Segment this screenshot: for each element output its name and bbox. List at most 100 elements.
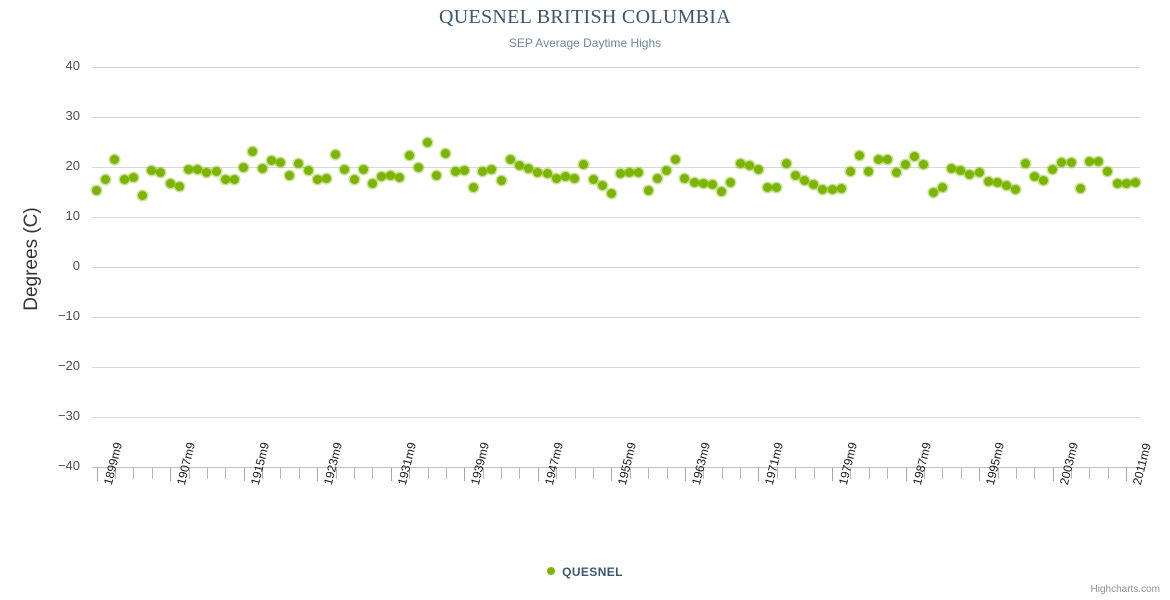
data-point[interactable] [110,155,120,164]
data-point[interactable] [312,175,322,184]
data-point[interactable] [340,164,350,174]
data-point[interactable] [809,180,819,189]
data-point[interactable] [358,165,368,174]
data-point[interactable] [1038,175,1048,185]
data-point[interactable] [184,164,194,174]
data-point[interactable] [551,173,561,183]
data-point[interactable] [1020,158,1030,168]
data-point[interactable] [138,191,148,200]
data-point[interactable] [993,177,1002,187]
data-point[interactable] [717,186,727,196]
data-point[interactable] [579,160,589,169]
data-point[interactable] [165,179,175,188]
data-point[interactable] [248,147,258,156]
highcharts-credits[interactable]: Highcharts.com [1090,584,1160,595]
data-point[interactable] [799,176,809,185]
data-point[interactable] [1066,158,1076,167]
data-point[interactable] [974,168,984,177]
data-point[interactable] [919,159,929,169]
data-point[interactable] [193,165,203,174]
data-point[interactable] [202,168,212,177]
data-point[interactable] [616,168,626,178]
data-point[interactable] [818,185,828,194]
data-point[interactable] [266,156,276,165]
data-point[interactable] [873,155,883,164]
data-point[interactable] [128,173,138,182]
data-point[interactable] [570,174,580,183]
data-point[interactable] [845,166,855,176]
data-point[interactable] [174,181,184,191]
data-point[interactable] [891,167,901,177]
data-point[interactable] [790,170,800,180]
data-point[interactable] [708,179,718,189]
data-point[interactable] [496,175,506,185]
data-point[interactable] [92,185,102,195]
data-point[interactable] [735,159,745,168]
data-point[interactable] [413,163,423,172]
data-point[interactable] [211,167,221,176]
data-point[interactable] [294,158,304,168]
data-point[interactable] [478,166,488,176]
data-point[interactable] [1011,185,1021,194]
data-point[interactable] [836,183,846,193]
data-point[interactable] [321,173,331,183]
data-point[interactable] [1103,167,1113,176]
data-point[interactable] [864,167,874,176]
data-point[interactable] [257,163,267,173]
data-point[interactable] [395,173,405,182]
data-point[interactable] [533,167,543,177]
data-point[interactable] [855,151,865,160]
data-point[interactable] [487,165,497,174]
data-point[interactable] [441,148,451,158]
data-point[interactable] [882,154,892,164]
data-point[interactable] [689,178,699,187]
data-point[interactable] [285,170,295,180]
data-point[interactable] [652,174,662,183]
data-point[interactable] [560,171,570,181]
data-point[interactable] [643,186,653,195]
data-point[interactable] [349,175,359,184]
data-point[interactable] [827,184,837,194]
data-point[interactable] [331,149,341,159]
data-point[interactable] [744,160,754,170]
data-point[interactable] [524,163,534,173]
data-point[interactable] [763,182,773,192]
data-point[interactable] [1130,177,1140,187]
data-point[interactable] [239,163,249,172]
data-point[interactable] [1121,178,1131,188]
data-point[interactable] [965,169,975,179]
data-point[interactable] [377,172,387,181]
data-point[interactable] [901,160,911,169]
data-point[interactable] [404,150,414,160]
data-point[interactable] [1057,157,1067,167]
data-point[interactable] [671,155,681,164]
data-point[interactable] [220,174,230,184]
data-point[interactable] [588,175,598,184]
data-point[interactable] [423,137,433,147]
data-point[interactable] [680,173,690,183]
data-point[interactable] [450,166,460,176]
data-point[interactable] [634,168,644,177]
data-point[interactable] [147,166,157,175]
data-point[interactable] [1048,164,1058,174]
data-point[interactable] [937,183,947,192]
data-point[interactable] [156,167,166,177]
data-point[interactable] [1029,171,1039,181]
data-point[interactable] [303,166,313,175]
chart-legend[interactable]: QUESNEL [0,564,1170,579]
data-point[interactable] [1002,181,1012,190]
data-point[interactable] [229,175,239,184]
data-point[interactable] [1094,156,1104,166]
legend-item[interactable]: QUESNEL [547,564,623,579]
data-point[interactable] [1084,157,1094,166]
data-point[interactable] [753,165,763,174]
data-point[interactable] [469,182,478,192]
data-point[interactable] [781,159,791,168]
data-point[interactable] [505,155,515,164]
data-point[interactable] [101,175,111,184]
data-point[interactable] [459,166,469,175]
data-point[interactable] [597,180,607,190]
data-point[interactable] [928,187,938,197]
data-point[interactable] [625,168,635,177]
data-point[interactable] [432,170,442,180]
